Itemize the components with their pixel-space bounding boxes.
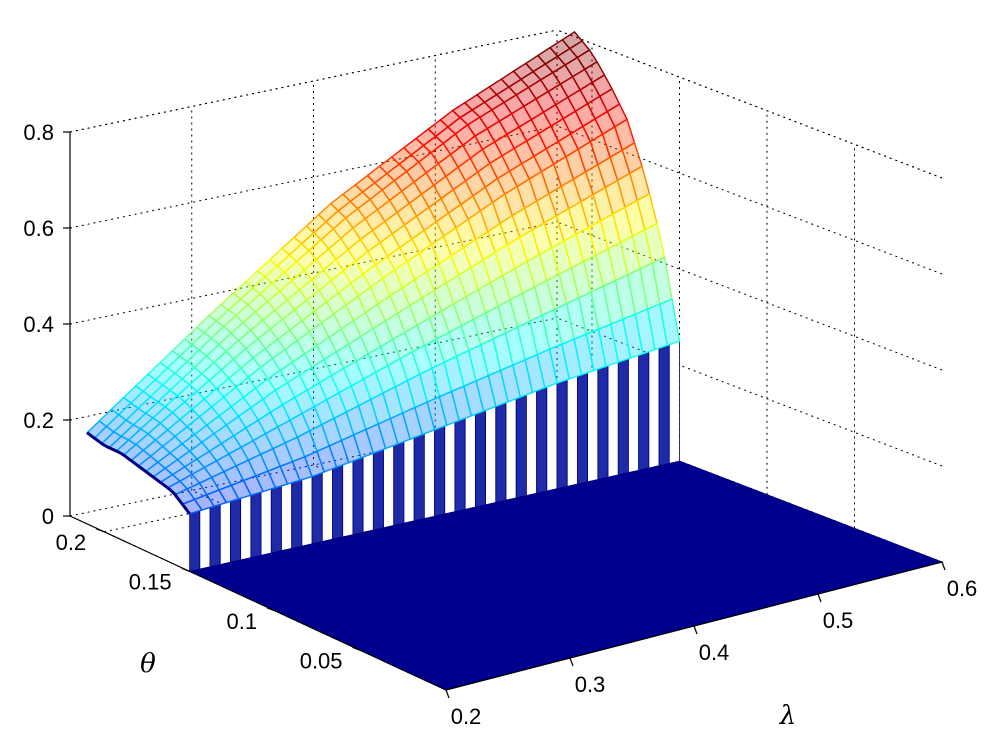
top-side-edge [556, 29, 943, 179]
surface-layer [86, 30, 944, 691]
x-tick-label: 0.5 [823, 608, 854, 633]
cliff-stripe-37 [566, 375, 578, 487]
cliff-stripe-36 [556, 379, 568, 490]
z-tick-label: 0 [42, 504, 54, 529]
cliff-stripe-19 [383, 444, 395, 529]
x-axis-title: λ [779, 701, 796, 731]
grid-line-z-back-3 [69, 125, 558, 229]
cliff-stripe-45 [648, 347, 660, 469]
cliff-stripe-8 [270, 485, 282, 554]
cliff-stripe-4 [230, 497, 242, 563]
z-tick-label: 0.8 [23, 120, 54, 145]
x-tick-mark-3 [817, 593, 822, 603]
cliff-stripe-2 [209, 503, 221, 568]
y-tick-mark-1 [266, 607, 276, 612]
cliff-stripe-29 [485, 405, 497, 506]
cliff-stripe-5 [240, 494, 252, 561]
cliff-stripe-33 [526, 390, 538, 497]
grid-line-z-side-1 [556, 317, 943, 467]
cliff-stripe-25 [444, 421, 456, 515]
cliff-stripe-42 [617, 358, 629, 476]
cliff-stripe-10 [291, 479, 303, 549]
cliff-stripe-3 [219, 500, 231, 565]
cliff-stripe-44 [638, 351, 650, 471]
cliff-stripe-16 [352, 456, 364, 536]
x-tick-mark-2 [693, 625, 698, 635]
y-axis-title: θ [140, 649, 156, 679]
cliff-stripe-20 [393, 440, 405, 526]
cliff-stripe-41 [607, 361, 619, 478]
cliff-stripe-0 [189, 510, 201, 572]
cliff-stripe-39 [587, 368, 599, 483]
y-axis-line [69, 515, 447, 691]
x-tick-label: 0.3 [575, 672, 606, 697]
cliff-stripe-17 [362, 452, 374, 533]
cliff-stripe-13 [321, 468, 333, 542]
cliff-stripe-43 [628, 354, 640, 474]
cliff-stripe-26 [454, 417, 466, 513]
y-tick-label: 0.1 [226, 609, 257, 634]
x-tick-label: 0.2 [451, 704, 482, 729]
cliff-stripe-23 [423, 429, 435, 520]
cliff-stripe-28 [474, 409, 486, 508]
y-tick-mark-0 [352, 646, 361, 652]
cliff-stripe-30 [495, 401, 507, 503]
cliff-stripe-7 [260, 488, 272, 556]
z-tick-label: 0.6 [23, 216, 54, 241]
cliff-stripe-11 [301, 476, 313, 547]
y-tick-label: 0.2 [56, 530, 87, 555]
x-tick-label: 0.6 [947, 576, 978, 601]
cliff-stripe-40 [597, 365, 609, 480]
z-tick-label: 0.2 [23, 408, 54, 433]
cliff-stripe-15 [342, 460, 354, 538]
cliff-stripe-6 [250, 491, 262, 559]
cliff-stripe-46 [658, 344, 670, 467]
grid-line-z-back-1 [69, 317, 558, 421]
x-tick-label: 0.4 [699, 640, 730, 665]
cliff-stripe-22 [413, 433, 425, 522]
y-tick-mark-3 [95, 528, 105, 533]
surface-left-edge [86, 431, 191, 515]
x-tick-mark-0 [445, 689, 450, 699]
x-tick-mark-4 [941, 561, 946, 571]
tick-labels: 00.20.40.60.80.050.10.150.20.20.30.40.50… [23, 120, 977, 729]
top-back-edge [69, 29, 558, 133]
cliff-stripe-21 [403, 437, 415, 524]
cliff-stripe-18 [372, 448, 384, 531]
cliff-stripe-14 [332, 464, 344, 540]
cliff-stripe-34 [536, 386, 548, 494]
cliff-stripe-24 [434, 425, 446, 517]
y-tick-label: 0.05 [300, 648, 343, 673]
cliff-stripe-47 [668, 340, 680, 464]
cliff-stripe-9 [281, 482, 293, 552]
cliff-stripe-27 [464, 413, 476, 510]
cliff-stripe-12 [311, 472, 323, 545]
cliff-stripe-38 [577, 372, 589, 485]
cliff-stripe-35 [546, 382, 558, 492]
z-tick-label: 0.4 [23, 312, 54, 337]
cliff-stripe-1 [199, 507, 211, 570]
y-tick-label: 0.15 [129, 569, 172, 594]
cliff-stripe-32 [515, 394, 527, 499]
cliff-stripe-31 [505, 398, 517, 501]
x-tick-mark-1 [569, 657, 574, 667]
y-tick-mark-2 [181, 567, 190, 572]
